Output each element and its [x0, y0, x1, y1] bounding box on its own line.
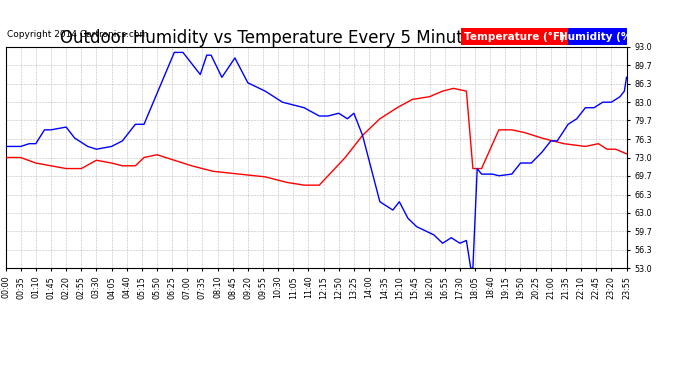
Title: Outdoor Humidity vs Temperature Every 5 Minutes 20140904: Outdoor Humidity vs Temperature Every 5 …	[61, 29, 571, 47]
Text: Temperature (°F): Temperature (°F)	[464, 32, 565, 42]
Text: Copyright 2014 Cartronics.com: Copyright 2014 Cartronics.com	[7, 30, 148, 39]
Text: Humidity (%): Humidity (%)	[559, 32, 635, 42]
